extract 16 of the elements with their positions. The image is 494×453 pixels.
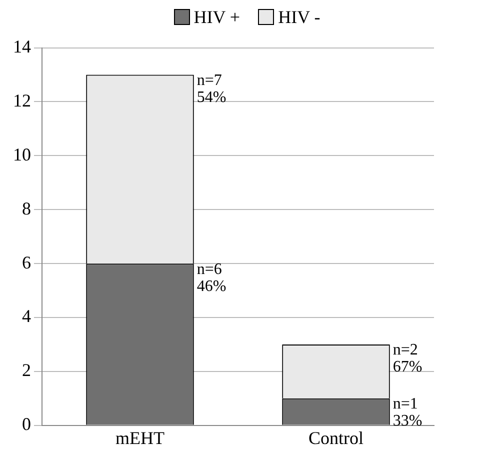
y-tick-label: 10 — [13, 144, 31, 164]
y-tick-label: 4 — [22, 306, 31, 326]
y-tick-label: 6 — [22, 252, 31, 272]
x-tick-label: Control — [308, 428, 364, 448]
legend-label: HIV - — [278, 6, 320, 28]
y-tick-label: 12 — [13, 90, 31, 110]
y-tick-label: 2 — [22, 360, 31, 380]
legend-label: HIV + — [194, 6, 240, 28]
y-tick-label: 8 — [22, 198, 31, 218]
y-tick-label: 0 — [22, 414, 31, 434]
annotation: n=2 67% — [392, 342, 422, 376]
annotation: n=7 54% — [196, 72, 226, 106]
annotation: n=1 33% — [392, 396, 422, 430]
x-tick-label: mEHT — [116, 428, 164, 448]
y-tick-label: 14 — [13, 36, 31, 57]
annotation: n=6 46% — [196, 260, 226, 295]
